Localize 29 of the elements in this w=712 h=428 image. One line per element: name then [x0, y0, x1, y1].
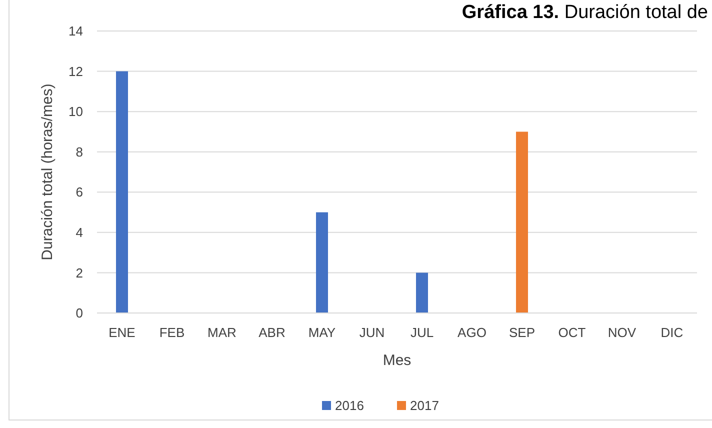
y-tick-label: 0 [76, 306, 83, 321]
legend-label: 2017 [410, 398, 439, 413]
y-axis-title: Duración total (horas/mes) [39, 84, 56, 260]
y-tick-label: 8 [76, 144, 83, 160]
legend-label: 2016 [335, 398, 364, 413]
y-tick-label: 14 [68, 24, 83, 39]
x-tick-label: ABR [258, 325, 286, 340]
x-tick-label: ENE [108, 325, 136, 340]
bar [316, 212, 328, 313]
y-tick-label: 12 [68, 64, 83, 79]
y-tick-label: 6 [76, 184, 83, 200]
y-tick-label: 10 [68, 104, 83, 120]
chart-title: Gráfica 13. Duración total de [462, 2, 708, 23]
x-tick-label: AGO [458, 325, 486, 340]
x-axis-title: Mes [382, 352, 412, 369]
bar [416, 272, 428, 313]
bar [116, 71, 128, 313]
x-tick-label: JUN [359, 325, 385, 340]
x-tick-label: FEB [159, 325, 185, 340]
y-tick-label: 2 [76, 265, 83, 280]
x-tick-label: JUL [410, 325, 434, 340]
x-tick-label: NOV [608, 325, 636, 340]
x-tick-label: DIC [660, 325, 684, 340]
y-tick-label: 4 [76, 224, 83, 240]
x-tick-label: MAY [308, 325, 336, 340]
x-tick-label: MAR [208, 325, 236, 340]
bar [516, 132, 528, 313]
x-tick-label: OCT [558, 325, 586, 340]
x-tick-label: SEP [508, 325, 536, 340]
